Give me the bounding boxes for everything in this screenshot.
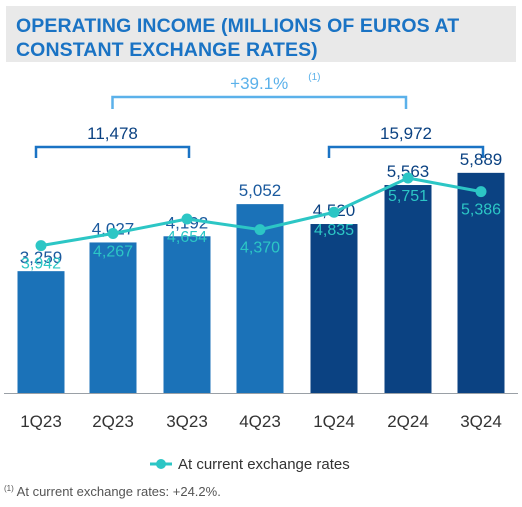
bar-4Q23: [236, 204, 284, 393]
title-banner: OPERATING INCOME (MILLIONS OF EUROS AT C…: [6, 6, 516, 62]
bar-value-label: 5,563: [387, 162, 430, 181]
line-value-label: 5,751: [388, 188, 428, 205]
bar-2Q23: [89, 242, 137, 393]
bars: [17, 172, 505, 393]
footnote-text: At current exchange rates: +24.2%.: [13, 484, 221, 499]
line-point-3Q24: [475, 186, 487, 198]
legend: At current exchange rates: [150, 456, 350, 473]
growth-bracket: [111, 95, 408, 109]
line-value-label: 4,654: [167, 229, 207, 246]
line-value-label: 4,370: [240, 240, 280, 257]
line-point-2Q24: [402, 172, 414, 184]
bar-value-label: 5,052: [239, 181, 282, 200]
x-tick-label: 2Q24: [387, 412, 429, 431]
line-value-label: 4,835: [314, 222, 354, 239]
legend-label: At current exchange rates: [178, 456, 350, 473]
x-axis: 1Q23 2Q23 3Q23 4Q23 1Q24 2Q24 3Q24: [4, 393, 518, 431]
bar-1Q23: [17, 271, 65, 393]
line-value-label: 4,267: [93, 243, 133, 260]
bar-value-label: 3,259: [20, 248, 63, 267]
growth-note-marker: (1): [308, 72, 320, 83]
line-point-1Q24: [328, 206, 340, 218]
current-rates-labels: 3,942 4,267 4,654 4,370 4,835 5,751 5,386: [21, 188, 501, 273]
bracket-1: [34, 145, 191, 158]
line-value-label: 5,386: [461, 202, 501, 219]
legend-marker-icon: [156, 459, 166, 469]
current-rates-line: [35, 172, 487, 252]
chart-title: OPERATING INCOME (MILLIONS OF EUROS AT C…: [16, 15, 460, 61]
x-tick-label: 3Q23: [166, 412, 208, 431]
bar-value-label: 5,889: [460, 150, 503, 169]
bar-3Q23: [163, 236, 211, 393]
x-tick-label: 4Q23: [239, 412, 281, 431]
x-tick-label: 1Q23: [20, 412, 62, 431]
growth-label: +39.1%: [230, 74, 288, 93]
footnote-marker: (1): [4, 484, 14, 493]
bracket-annotations: 11,478 15,972 +39.1% (1): [34, 72, 485, 158]
x-tick-label: 2Q23: [92, 412, 134, 431]
bracket-total-label: 11,478: [87, 124, 138, 143]
line-point-1Q23: [35, 240, 47, 252]
line-point-2Q23: [107, 227, 119, 239]
x-tick-label: 1Q24: [313, 412, 355, 431]
line-value-label: 3,942: [21, 256, 61, 273]
line-point-4Q23: [254, 224, 266, 236]
line-point-3Q23: [181, 213, 193, 225]
bracket-total-label: 15,972: [380, 124, 432, 143]
footnote: (1) At current exchange rates: +24.2%.: [4, 484, 221, 499]
bracket-2: [327, 145, 485, 158]
bar-1Q24: [310, 224, 358, 393]
bar-2Q24: [384, 185, 432, 393]
bar-3Q24: [457, 172, 505, 393]
x-tick-label: 3Q24: [460, 412, 502, 431]
